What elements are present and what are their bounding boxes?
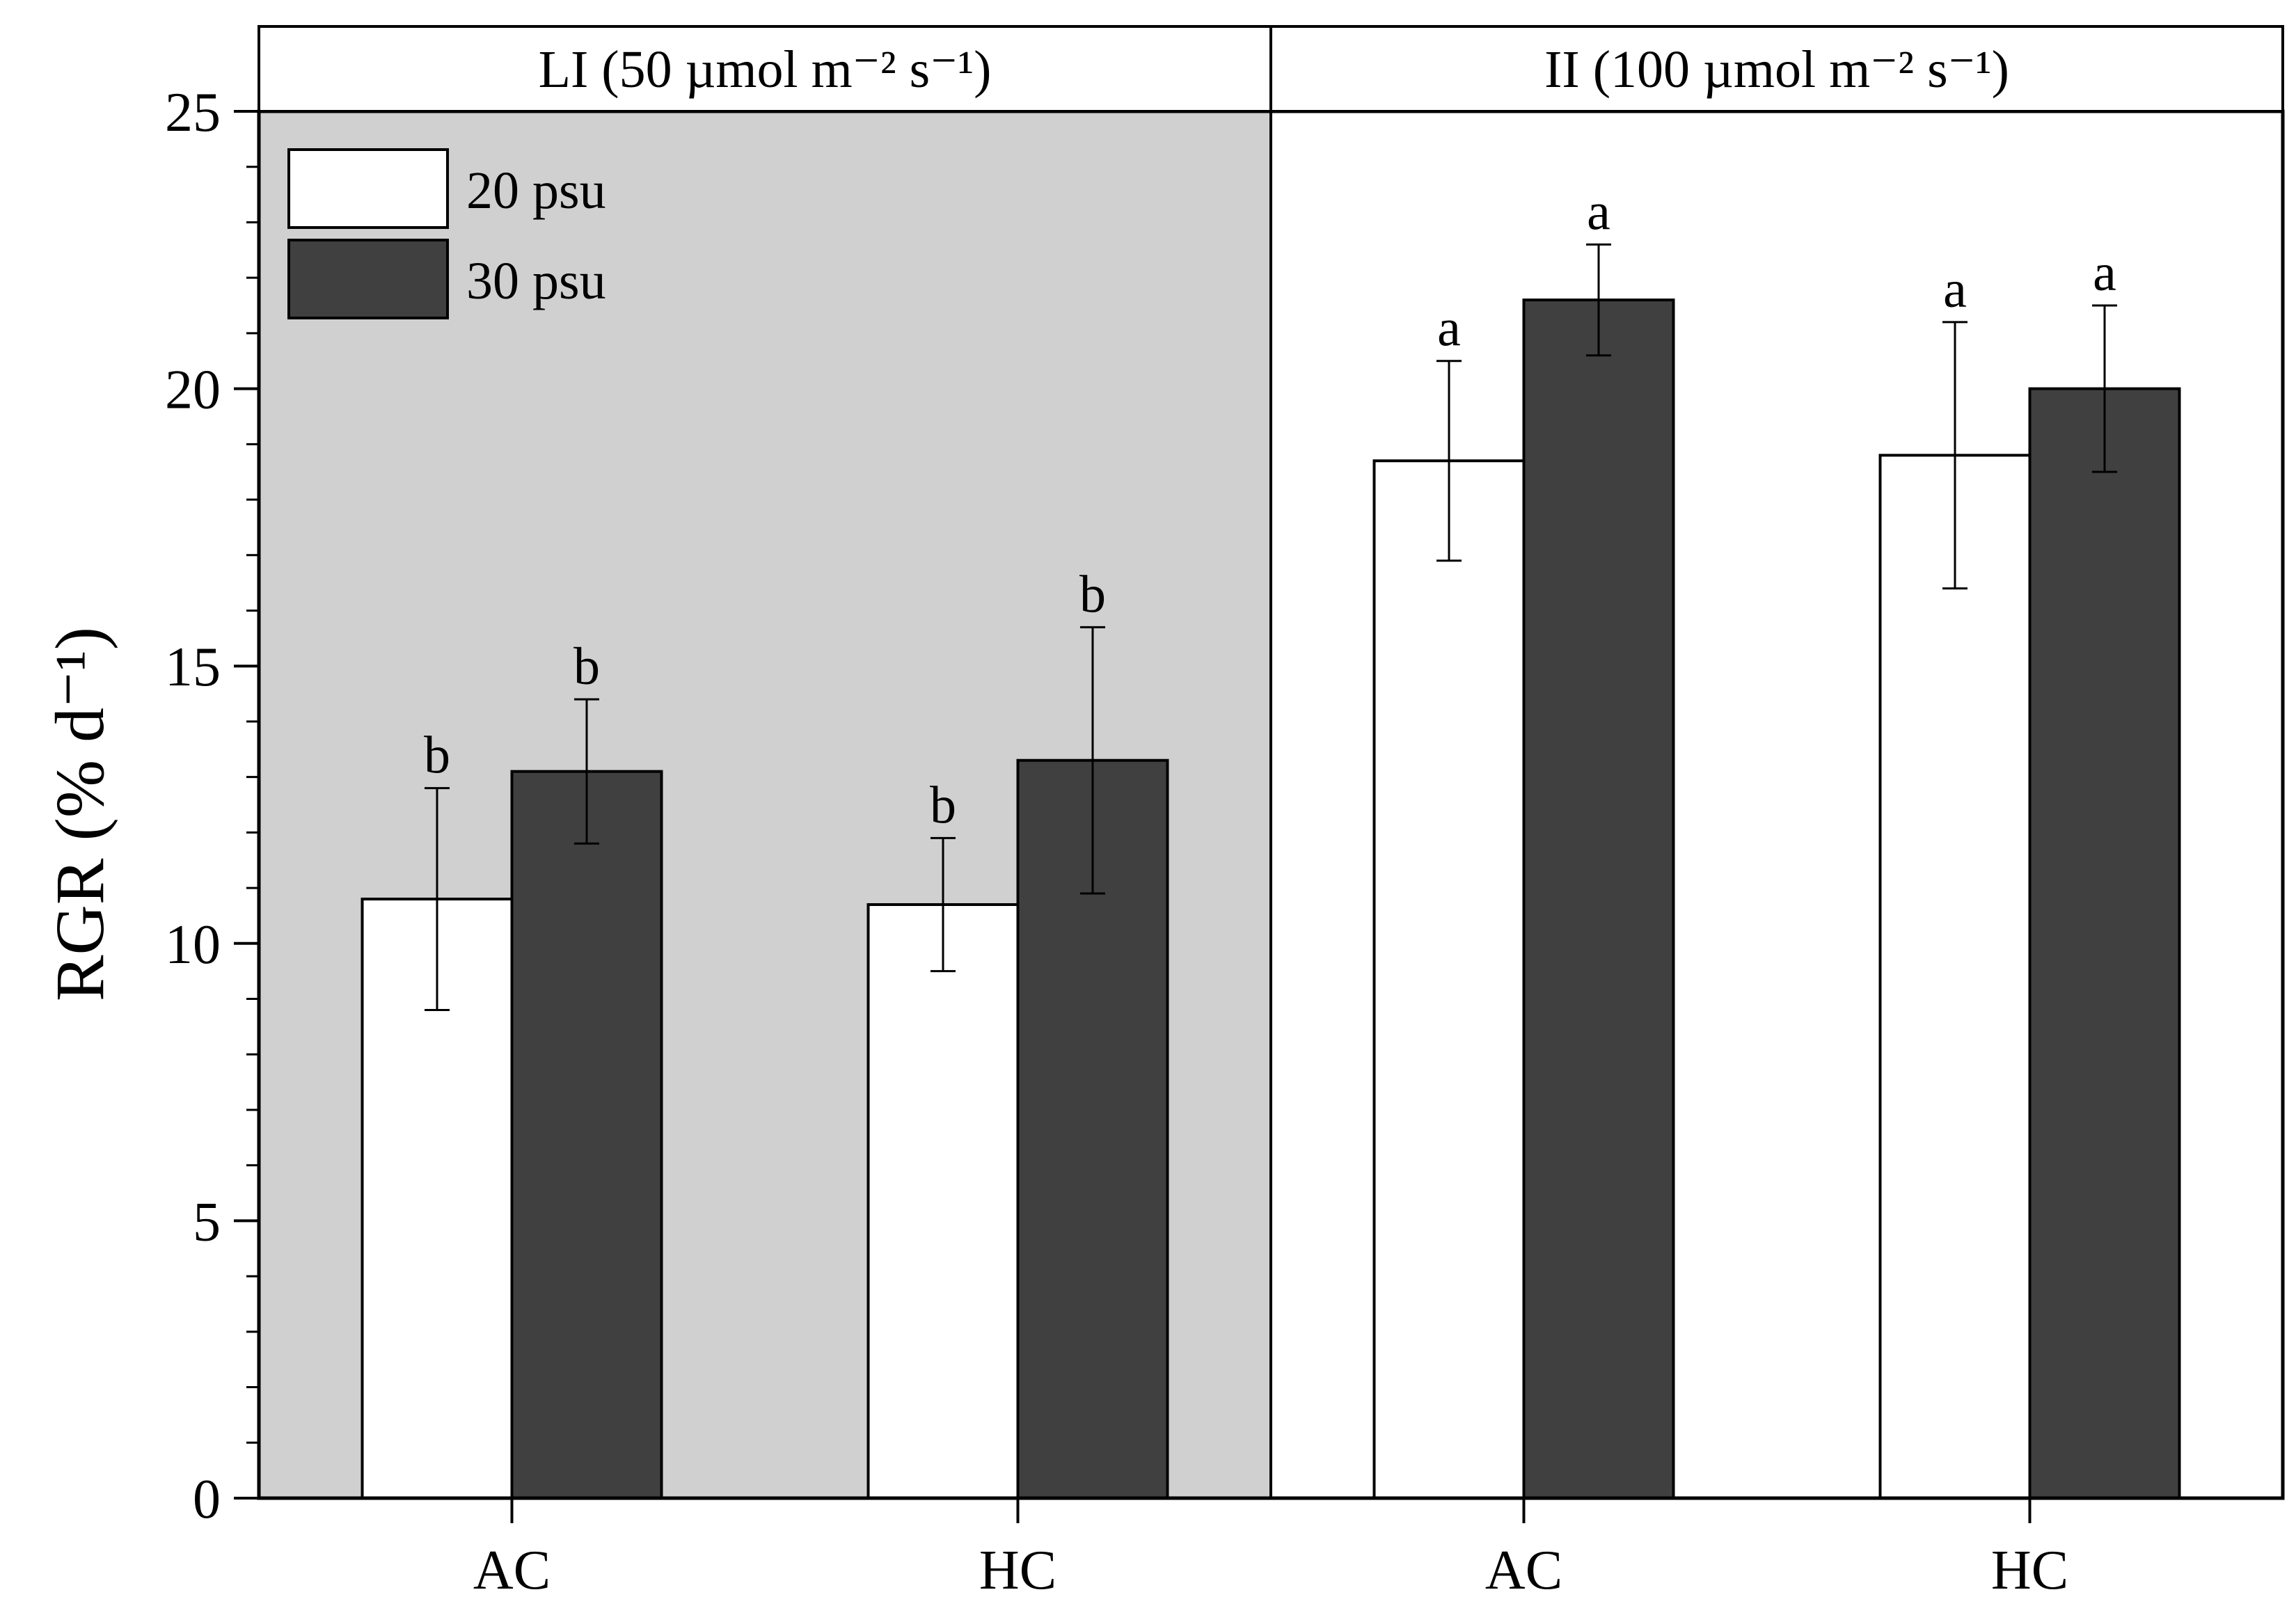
- significance-letter: b: [1079, 565, 1106, 623]
- legend-label: 20 psu: [466, 161, 606, 220]
- y-tick-label: 5: [193, 1191, 221, 1253]
- y-tick-label: 10: [165, 914, 221, 976]
- bar-30-psu: [2028, 387, 2181, 1500]
- legend-label: 30 psu: [466, 252, 606, 310]
- bar-30-psu: [1522, 299, 1675, 1500]
- significance-letter: b: [573, 637, 600, 696]
- y-tick-label: 15: [165, 637, 221, 698]
- bar-20-psu: [1372, 459, 1526, 1500]
- panel-header-label: LI (50 µmol m⁻² s⁻¹): [539, 40, 992, 99]
- y-tick-label: 25: [165, 82, 221, 143]
- panel-header-box: [1269, 25, 2284, 113]
- legend-swatch-20-psu: [287, 148, 449, 229]
- x-tick-label: AC: [1485, 1540, 1562, 1601]
- legend: 20 psu 30 psu: [287, 148, 606, 319]
- significance-letter: b: [930, 776, 956, 834]
- significance-letter: a: [1587, 182, 1610, 241]
- bar-20-psu: [866, 903, 1020, 1500]
- x-tick-label: HC: [1991, 1540, 2068, 1601]
- significance-letter: a: [1943, 260, 1967, 319]
- y-axis-title: RGR (% d⁻¹): [41, 627, 118, 1001]
- bars-layer: b b b b a a a a: [361, 182, 2181, 1500]
- header-layer: LI (50 µmol m⁻² s⁻¹) II (100 µmol m⁻² s⁻¹…: [258, 25, 2284, 113]
- panel-header-label: II (100 µmol m⁻² s⁻¹): [1544, 40, 2009, 99]
- significance-letter: a: [2093, 244, 2116, 302]
- y-tick-label: 20: [165, 360, 221, 421]
- axes-layer: AC HC AC HC 0 5 10 15 20 25: [165, 26, 2285, 1601]
- y-tick-label: 0: [193, 1469, 221, 1530]
- bar-20-psu: [1878, 454, 2032, 1500]
- significance-letter: a: [1437, 299, 1461, 358]
- bar-30-psu: [510, 770, 663, 1500]
- significance-letter: b: [424, 726, 450, 785]
- panel-header-box: [258, 25, 1272, 113]
- x-tick-label: AC: [473, 1540, 551, 1601]
- x-tick-label: HC: [979, 1540, 1056, 1601]
- legend-swatch-30-psu: [287, 239, 449, 319]
